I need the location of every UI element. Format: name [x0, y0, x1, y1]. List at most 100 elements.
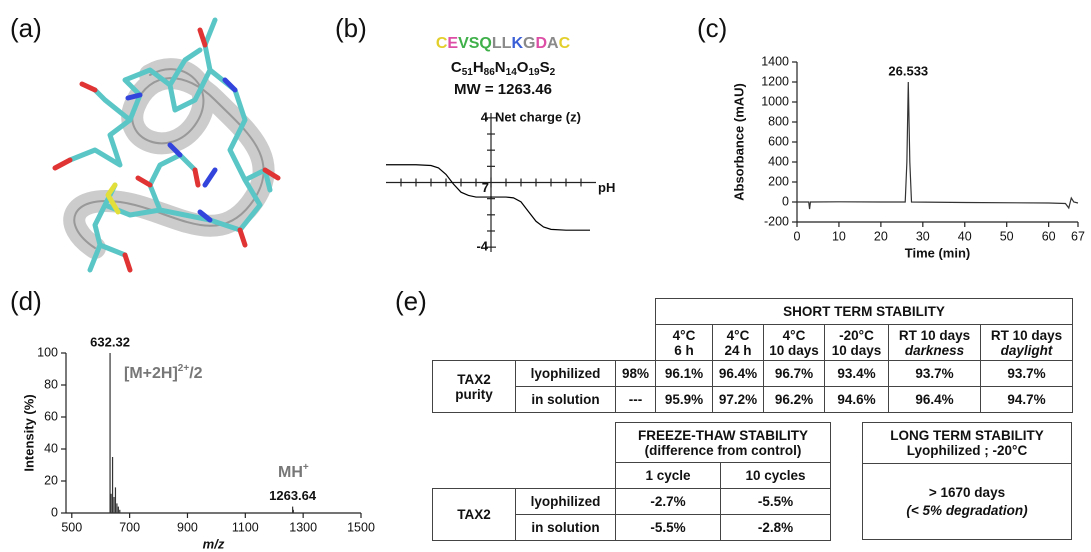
y-tick-label: 60 [44, 409, 58, 423]
subscript: 51 [462, 67, 474, 78]
cell-line: Lyophilized ; -20°C [863, 443, 1071, 458]
panel-label: (c) [697, 13, 727, 43]
column-header: 1 cycle [616, 463, 721, 489]
residue: K [511, 35, 523, 52]
y-tick-label: 400 [768, 154, 789, 168]
residue: C [559, 35, 571, 52]
x-tick-label: 67 [1071, 229, 1085, 243]
subscript: 19 [528, 67, 540, 78]
annotation-base: MH [278, 464, 303, 481]
x-axis-label: pH [598, 180, 615, 195]
cell: 97.2% [713, 387, 764, 413]
cell-line: (< 5% degradation) [863, 502, 1071, 520]
empty-cell [616, 325, 656, 361]
x-tick-label: 0 [794, 229, 801, 243]
cell-line: 4°C [656, 328, 712, 343]
y-tick-label: 40 [44, 441, 58, 455]
column-header: -20°C10 days [825, 325, 889, 361]
peak [119, 510, 120, 513]
cell-line: daylight [981, 343, 1072, 358]
cell: 98% [616, 361, 656, 387]
x-tick-label: 10 [832, 229, 846, 243]
peak-label: 26.533 [888, 63, 928, 78]
empty-cell [516, 299, 616, 325]
cell-line: 24 h [713, 343, 763, 358]
sequence: CEVSQLLKGDAC [436, 35, 571, 52]
row-label: in solution [516, 387, 616, 413]
element: C [451, 59, 462, 76]
row-label: lyophilized [516, 361, 616, 387]
column-header: 4°C6 h [656, 325, 713, 361]
cell: 96.2% [764, 387, 825, 413]
panel-label: (e) [395, 286, 427, 316]
y-tick-label: 200 [768, 174, 789, 188]
cell: 96.1% [656, 361, 713, 387]
annotation-sup: 2+ [178, 363, 190, 374]
page-body: (a)(b)(c)(d)(e)CEVSQLLKGDACC51H86N14O19S… [0, 0, 1091, 552]
cell-line: 6 h [656, 343, 712, 358]
cell-line: 10 days [825, 343, 888, 358]
cell: 93.7% [889, 361, 981, 387]
peak [118, 507, 119, 513]
empty-cell [516, 325, 616, 361]
subscript: 2 [550, 67, 556, 78]
cell: 96.7% [764, 361, 825, 387]
cell: 96.4% [889, 387, 981, 413]
panel-label: (b) [335, 13, 367, 43]
peak [113, 497, 114, 513]
column-header: RT 10 daysdaylight [981, 325, 1073, 361]
empty-cell [433, 463, 516, 489]
empty-cell [433, 299, 516, 325]
row-group-label: TAX2purity [433, 361, 516, 413]
y-axis-label: Net charge (z) [495, 109, 581, 124]
residue: G [523, 35, 535, 52]
residue: V [458, 35, 469, 52]
x-axis-label: Time (min) [905, 245, 971, 260]
residue: L [502, 35, 512, 52]
cell-line: > 1670 days [863, 484, 1071, 502]
y-tick-label: -4 [476, 239, 488, 254]
empty-cell [516, 423, 616, 463]
column-header: 10 cycles [721, 463, 831, 489]
x-tick-label: 60 [1042, 229, 1056, 243]
peak-label: 1263.64 [269, 488, 317, 503]
subscript: 86 [484, 67, 496, 78]
cell-line: RT 10 days [981, 328, 1072, 343]
cell: -5.5% [616, 515, 721, 541]
molecular-weight: MW = 1263.46 [454, 81, 552, 98]
cell: 95.9% [656, 387, 713, 413]
x-tick-label: 50 [1000, 229, 1014, 243]
y-tick-label: 1000 [761, 94, 789, 108]
peak [112, 457, 113, 513]
cell: --- [616, 387, 656, 413]
annotation: MH+ [278, 462, 309, 482]
table-title: FREEZE-THAW STABILITY(difference from co… [616, 423, 831, 463]
empty-cell [433, 423, 516, 463]
cell-line: -20°C [825, 328, 888, 343]
y-tick-label: 100 [37, 345, 58, 359]
peak [115, 487, 116, 513]
y-tick-label: 600 [768, 134, 789, 148]
empty-cell [516, 463, 616, 489]
cell: 94.7% [981, 387, 1073, 413]
element: S [540, 59, 550, 76]
y-tick-label: 1200 [761, 74, 789, 88]
formula: C51H86N14O19S2 [451, 59, 556, 78]
empty-cell [616, 299, 656, 325]
x-tick-label: 1500 [347, 520, 375, 534]
panel-label: (a) [10, 13, 42, 43]
x-tick-label: 40 [958, 229, 972, 243]
cell: 93.7% [981, 361, 1073, 387]
long-term-result: > 1670 days(< 5% degradation) [863, 464, 1071, 539]
cell-line: RT 10 days [889, 328, 980, 343]
element: H [473, 59, 484, 76]
peak-label: 632.32 [90, 334, 130, 349]
y-tick-label: 80 [44, 377, 58, 391]
y-tick-label: -200 [764, 214, 789, 228]
cell-line: 4°C [713, 328, 763, 343]
